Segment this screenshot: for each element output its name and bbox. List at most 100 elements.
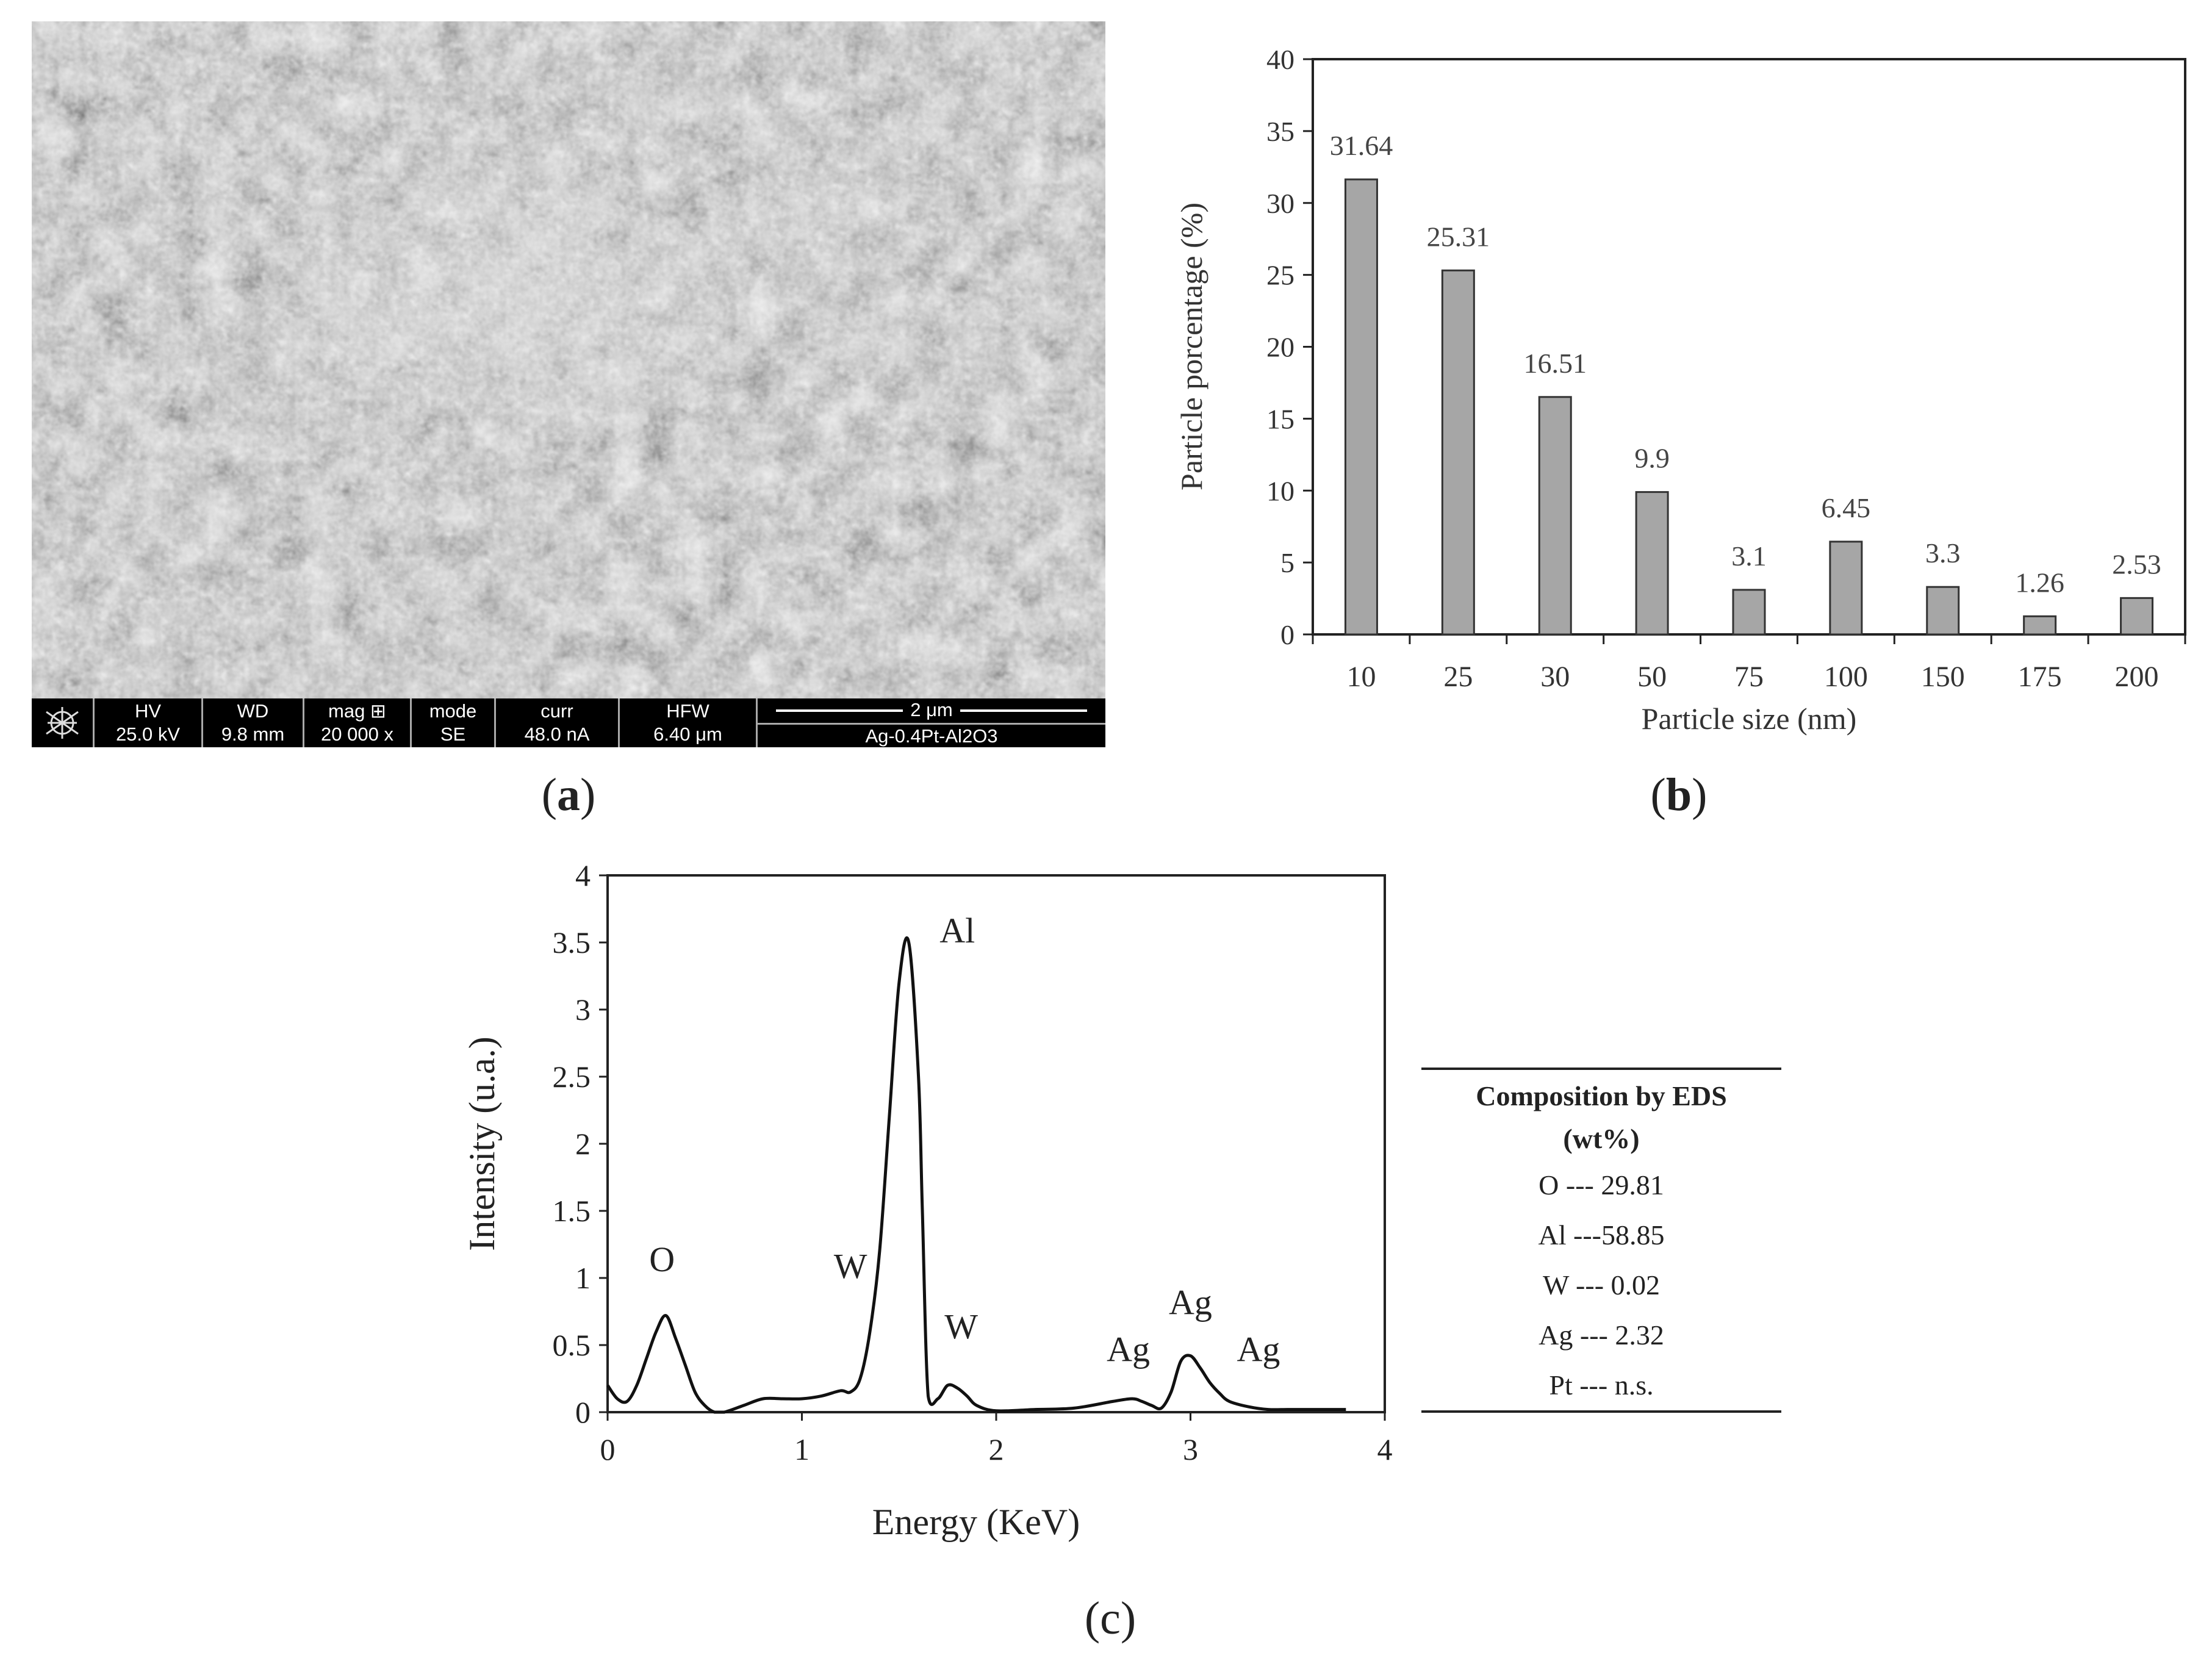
chart-b-y-tick-label: 5 [1280, 547, 1295, 578]
chart-c-y-tick-label: 2 [575, 1127, 591, 1161]
chart-c-y-tick-label: 3 [575, 992, 591, 1027]
chart-c-x-axis: 0 1 2 3 4 [600, 1412, 1393, 1466]
chart-b-y-axis: 0 5 10 15 20 25 30 35 40 [1266, 44, 1313, 650]
sem-hv-value: 25.0 kV [115, 723, 181, 745]
sem-mode-column: mode SE [412, 698, 496, 747]
chart-b-bar [1441, 269, 1475, 636]
chart-c-y-title: Intensity (u.a.) [462, 1036, 502, 1251]
chart-c-peak-label: Ag [1107, 1329, 1150, 1369]
panel-label-a: (a) [541, 769, 596, 820]
sem-hv-column: HV 25.0 kV [95, 698, 203, 747]
eds-table-row: O --- 29.81 [1539, 1169, 1664, 1200]
chart-c-x-tick-label: 3 [1183, 1432, 1198, 1466]
chart-c-peak-label: W [834, 1246, 867, 1286]
chart-b-y-title: Particle porcentage (%) [1174, 203, 1208, 490]
sem-logo-icon [32, 698, 95, 747]
chart-b-data-label: 9.9 [1634, 443, 1670, 474]
chart-c-y-tick-label: 0 [575, 1395, 591, 1429]
sem-info-bar: HV 25.0 kV WD 9.8 mm mag ⊞ 20 000 x mode… [32, 698, 1105, 747]
chart-b-bar [1538, 396, 1572, 636]
chart-b-x-tick-label: 175 [2018, 661, 2062, 693]
chart-b-bars [1344, 178, 2154, 636]
chart-c-x-tick-label: 4 [1377, 1432, 1393, 1466]
chart-b-bar [1732, 589, 1766, 636]
chart-c-y-tick-label: 3.5 [553, 925, 591, 960]
eds-table-row: Pt --- n.s. [1549, 1369, 1654, 1401]
eds-table-header-line2: (wt%) [1563, 1123, 1640, 1154]
chart-b-data-label: 3.3 [1925, 537, 1961, 569]
sem-sample-name: Ag-0.4Pt-Al2O3 [758, 723, 1105, 747]
chart-b-y-tick-label: 10 [1266, 475, 1295, 506]
sem-wd-header: WD [237, 700, 269, 722]
chart-b-data-label: 2.53 [2112, 548, 2161, 580]
chart-c-x-title: Energy (KeV) [872, 1502, 1080, 1542]
eds-spectrum-line [606, 936, 1346, 1414]
panel-label-c: (c) [1084, 1593, 1137, 1644]
sem-mode-value: SE [440, 723, 466, 745]
sem-curr-column: curr 48.0 nA [496, 698, 620, 747]
chart-c-peak-label: Ag [1237, 1329, 1280, 1369]
eds-spectrum-chart: 0 0.5 1 1.5 2 2.5 3 3.5 4 0 1 2 3 4 O W Al W Ag Ag Ag Ener… [462, 858, 1393, 1542]
chart-b-bar [1635, 491, 1669, 636]
chart-c-y-axis: 0 0.5 1 1.5 2 2.5 3 3.5 4 [553, 858, 608, 1429]
chart-c-peak-label: O [649, 1240, 675, 1279]
chart-b-y-tick-label: 20 [1266, 332, 1295, 363]
chart-b-bar [1344, 178, 1378, 636]
chart-b-y-tick-label: 40 [1266, 44, 1295, 75]
chart-c-y-tick-label: 1.5 [553, 1194, 591, 1228]
chart-b-y-tick-label: 30 [1266, 188, 1295, 219]
chart-c-peak-label: Al [939, 911, 975, 950]
sem-mode-header: mode [429, 700, 477, 722]
chart-b-data-labels: 31.64 25.31 16.51 9.9 3.1 6.45 3.3 1.26 2.53 [1330, 130, 2161, 598]
sem-hfw-header: HFW [666, 700, 709, 722]
sem-hfw-value: 6.40 μm [653, 723, 722, 745]
sem-micrograph: HV 25.0 kV WD 9.8 mm mag ⊞ 20 000 x mode… [32, 21, 1105, 747]
chart-b-data-label: 6.45 [1822, 492, 1871, 523]
chart-b-y-tick-label: 35 [1266, 116, 1295, 147]
chart-b-x-tick-label: 150 [1921, 661, 1965, 693]
sem-mag-value: 20 000 x [321, 723, 393, 745]
chart-b-bar [2120, 597, 2154, 636]
chart-b-data-label: 25.31 [1427, 221, 1490, 252]
chart-b-x-tick-label: 50 [1637, 661, 1667, 693]
panel-label-b: (b) [1650, 769, 1707, 820]
eds-table-header: Composition by EDS (wt%) [1421, 1070, 1781, 1160]
sem-curr-header: curr [540, 700, 573, 722]
sem-wd-value: 9.8 mm [221, 723, 285, 745]
chart-b-y-tick-label: 0 [1280, 619, 1295, 650]
eds-table-row: Al ---58.85 [1538, 1219, 1665, 1251]
chart-b-bar [1829, 540, 1863, 636]
sem-hv-header: HV [134, 700, 162, 722]
sem-image [32, 21, 1105, 698]
chart-b-data-label: 31.64 [1330, 130, 1393, 161]
chart-b-x-axis: 10 25 30 50 75 100 150 175 200 [1312, 634, 2186, 693]
chart-c-y-tick-label: 2.5 [553, 1060, 591, 1094]
sem-curr-value: 48.0 nA [524, 723, 590, 745]
eds-table-row: W --- 0.02 [1542, 1269, 1661, 1301]
chart-c-y-tick-label: 0.5 [553, 1328, 591, 1362]
sem-wd-column: WD 9.8 mm [203, 698, 304, 747]
chart-c-x-tick-label: 2 [989, 1432, 1004, 1466]
chart-c-peak-labels: O W Al W Ag Ag Ag [649, 911, 1280, 1369]
chart-b-y-tick-label: 25 [1266, 260, 1295, 291]
chart-b-data-label: 1.26 [2015, 567, 2064, 598]
chart-b-bar [1926, 586, 1960, 636]
chart-b-x-tick-label: 75 [1734, 661, 1764, 693]
chart-c-x-tick-label: 0 [600, 1432, 616, 1466]
chart-b-y-tick-label: 15 [1266, 403, 1295, 434]
chart-b-x-tick-label: 25 [1443, 661, 1473, 693]
eds-table-row: Ag --- 2.32 [1539, 1319, 1664, 1351]
chart-b-x-tick-label: 100 [1824, 661, 1868, 693]
chart-b-x-tick-label: 30 [1540, 661, 1570, 693]
sem-mag-column: mag ⊞ 20 000 x [304, 698, 412, 747]
chart-b-bar [2023, 615, 2057, 636]
chart-c-x-tick-label: 1 [794, 1432, 810, 1466]
sem-scale-bar: 2 μm Ag-0.4Pt-Al2O3 [758, 698, 1105, 747]
chart-c-y-tick-label: 4 [575, 858, 591, 892]
chart-c-y-tick-label: 1 [575, 1261, 591, 1295]
eds-table-header-line1: Composition by EDS [1476, 1080, 1727, 1111]
chart-b-data-label: 16.51 [1523, 348, 1587, 379]
sem-hfw-column: HFW 6.40 μm [620, 698, 758, 747]
